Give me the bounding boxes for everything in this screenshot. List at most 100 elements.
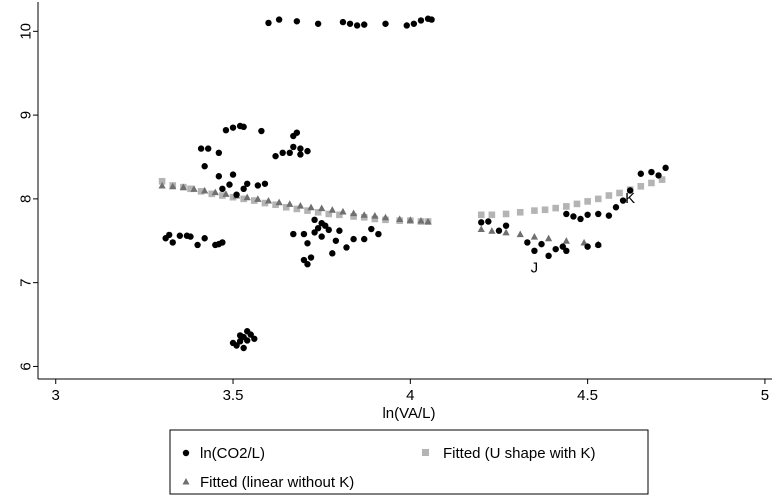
point-co2 — [236, 338, 244, 345]
y-tick-label: 6 — [17, 362, 34, 370]
point-co2 — [314, 20, 322, 27]
y-tick-label: 7 — [17, 278, 34, 286]
point-co2 — [531, 247, 538, 255]
point-co2 — [272, 152, 279, 160]
point-fitted-linear — [371, 212, 379, 219]
point-co2 — [552, 245, 559, 253]
point-fitted-u-shape — [272, 201, 279, 209]
legend-label-linear: Fitted (linear without K) — [200, 474, 354, 491]
point-co2 — [545, 252, 552, 260]
x-axis-title: ln(VA/L) — [382, 405, 435, 422]
point-co2 — [290, 143, 297, 151]
point-co2 — [382, 20, 389, 27]
point-fitted-linear — [318, 204, 326, 212]
point-fitted-u-shape — [293, 205, 301, 213]
point-fitted-u-shape — [325, 210, 333, 218]
point-co2 — [563, 247, 570, 255]
point-co2 — [233, 191, 240, 198]
point-co2 — [215, 173, 223, 180]
annotation-j: J — [531, 260, 539, 277]
point-co2 — [240, 344, 247, 352]
annotation-k: K — [625, 190, 635, 207]
point-co2 — [648, 168, 655, 176]
point-fitted-linear — [243, 193, 251, 201]
point-co2 — [577, 215, 584, 223]
point-fitted-linear — [545, 234, 553, 242]
point-co2 — [240, 185, 247, 193]
point-co2 — [251, 335, 258, 342]
point-co2 — [240, 123, 247, 131]
point-co2 — [219, 239, 226, 246]
point-co2 — [247, 331, 254, 338]
point-fitted-linear — [190, 185, 198, 192]
point-co2 — [626, 187, 634, 194]
point-co2 — [304, 261, 311, 268]
point-co2 — [605, 212, 613, 219]
point-co2 — [524, 239, 531, 246]
point-co2 — [563, 210, 570, 218]
point-fitted-u-shape — [616, 189, 623, 197]
point-co2 — [293, 18, 301, 25]
point-co2 — [286, 149, 293, 156]
point-co2 — [176, 232, 184, 239]
point-fitted-linear — [328, 206, 336, 213]
point-co2 — [201, 235, 208, 242]
point-fitted-linear — [201, 186, 209, 194]
point-co2 — [655, 172, 662, 179]
x-tick-label: 4 — [406, 387, 414, 404]
legend-label-co2: ln(CO2/L) — [200, 445, 265, 462]
point-co2 — [169, 239, 176, 246]
point-fitted-linear — [296, 201, 304, 209]
point-co2 — [612, 204, 620, 211]
point-co2 — [187, 233, 194, 240]
point-fitted-u-shape — [250, 197, 258, 204]
point-fitted-linear — [424, 217, 432, 225]
point-co2 — [293, 129, 301, 136]
point-co2 — [318, 233, 325, 240]
point-co2 — [339, 18, 347, 26]
point-fitted-u-shape — [158, 177, 166, 185]
point-co2 — [619, 197, 627, 204]
legend-box — [169, 429, 649, 495]
point-co2 — [165, 231, 173, 239]
point-fitted-u-shape — [594, 195, 602, 203]
x-axis: 3 3.5 4 4.5 5 — [38, 378, 772, 404]
point-co2 — [410, 20, 418, 27]
point-co2 — [307, 254, 315, 261]
point-co2 — [222, 126, 230, 134]
point-co2 — [325, 226, 332, 234]
y-axis: 6 7 8 9 10 — [17, 2, 39, 379]
point-fitted-linear — [349, 209, 358, 217]
point-fitted-linear — [360, 211, 368, 218]
point-fitted-u-shape — [637, 183, 645, 190]
y-tick-label: 8 — [17, 195, 34, 203]
point-co2 — [300, 230, 308, 238]
point-co2 — [332, 237, 340, 244]
point-co2 — [244, 180, 251, 187]
point-co2 — [201, 163, 208, 170]
point-fitted-u-shape — [488, 211, 496, 219]
point-fitted-u-shape — [229, 193, 237, 201]
point-fitted-u-shape — [584, 198, 591, 205]
point-fitted-linear — [530, 232, 539, 240]
point-co2 — [584, 243, 591, 250]
point-fitted-u-shape — [552, 204, 560, 212]
point-co2 — [403, 22, 410, 29]
point-fitted-u-shape — [336, 211, 343, 219]
point-fitted-u-shape — [502, 210, 510, 218]
legend-marker-u-shape — [422, 449, 429, 456]
point-co2 — [229, 171, 237, 178]
point-co2 — [197, 145, 205, 152]
point-co2 — [318, 219, 325, 227]
point-co2 — [485, 218, 492, 225]
point-co2 — [329, 250, 336, 257]
plot-marks — [158, 15, 669, 352]
point-fitted-u-shape — [516, 208, 524, 216]
point-co2 — [502, 222, 510, 229]
point-co2 — [584, 211, 591, 218]
point-co2 — [194, 241, 201, 249]
point-co2 — [236, 332, 244, 339]
legend: ln(CO2/L) Fitted (U shape with K) Fitted… — [169, 429, 649, 495]
point-co2 — [538, 240, 545, 248]
point-fitted-u-shape — [197, 188, 205, 195]
